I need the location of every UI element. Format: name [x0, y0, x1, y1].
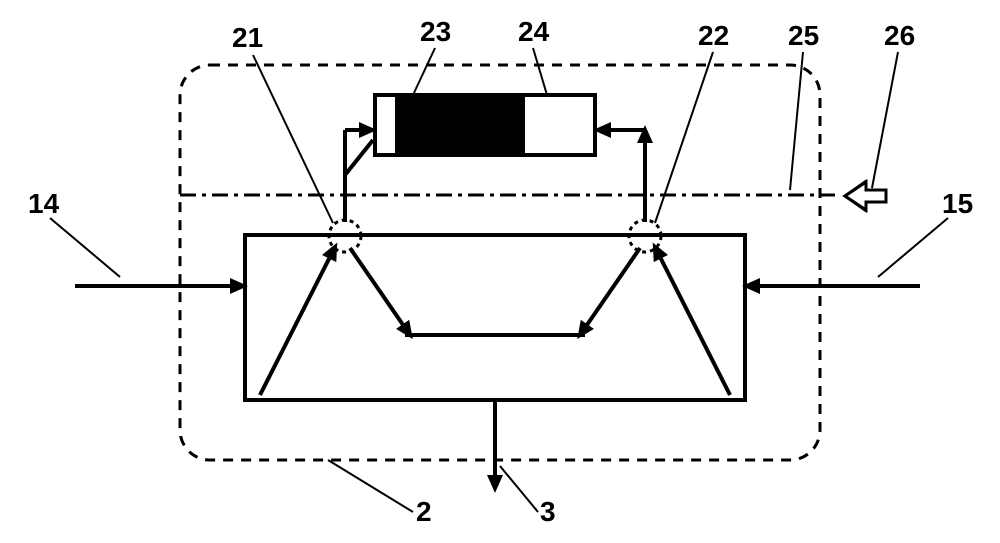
leader-21	[253, 55, 333, 223]
leader-2	[328, 460, 413, 512]
leader-24	[533, 48, 547, 95]
label-24: 24	[518, 16, 549, 48]
label-3: 3	[540, 496, 556, 528]
main-chamber	[245, 235, 745, 400]
leader-14	[50, 218, 120, 277]
leader-25	[790, 52, 803, 190]
label-26: 26	[884, 20, 915, 52]
leader-23	[413, 48, 435, 95]
label-15: 15	[942, 188, 973, 220]
schematic-diagram	[0, 0, 1000, 543]
label-23: 23	[420, 16, 451, 48]
label-21: 21	[232, 22, 263, 54]
leader-15	[878, 218, 948, 277]
leader-22	[655, 52, 713, 223]
label-2: 2	[416, 496, 432, 528]
leader-3	[500, 466, 538, 512]
cylinder-dark	[395, 97, 525, 153]
leader-26	[872, 52, 898, 188]
label-25: 25	[788, 20, 819, 52]
label-22: 22	[698, 20, 729, 52]
label-14: 14	[28, 188, 59, 220]
